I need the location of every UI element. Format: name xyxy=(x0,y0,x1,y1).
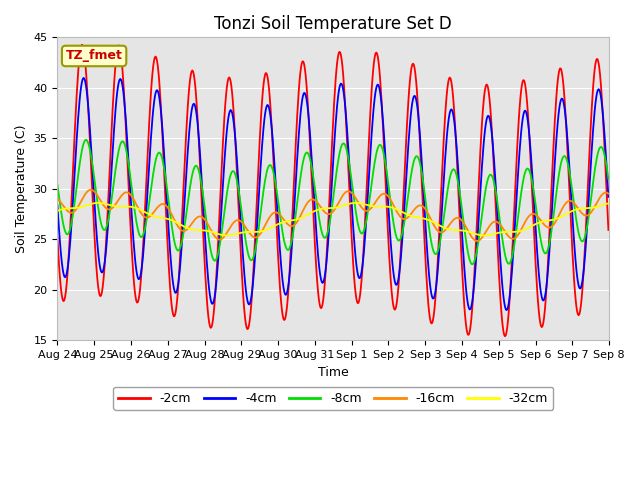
-32cm xyxy=(63,205,71,211)
-2cm xyxy=(121,105,129,110)
-4cm xyxy=(605,194,612,200)
-16cm xyxy=(87,187,95,192)
-16cm xyxy=(401,216,408,222)
Legend: -2cm, -4cm, -8cm, -16cm, -32cm: -2cm, -4cm, -8cm, -16cm, -32cm xyxy=(113,387,553,410)
Line: -8cm: -8cm xyxy=(58,140,609,264)
-32cm xyxy=(54,208,61,214)
-8cm xyxy=(401,218,408,224)
Y-axis label: Soil Temperature (C): Soil Temperature (C) xyxy=(15,125,28,253)
-2cm xyxy=(206,324,214,329)
Title: Tonzi Soil Temperature Set D: Tonzi Soil Temperature Set D xyxy=(214,15,452,33)
-8cm xyxy=(206,243,214,249)
-2cm xyxy=(417,155,424,160)
-2cm xyxy=(63,273,71,278)
-2cm xyxy=(605,227,612,233)
-16cm xyxy=(63,208,71,214)
Line: -32cm: -32cm xyxy=(58,203,609,236)
-16cm xyxy=(417,203,424,208)
-16cm xyxy=(206,225,214,231)
-8cm xyxy=(54,182,61,188)
-2cm xyxy=(78,42,86,48)
-16cm xyxy=(121,190,129,196)
-8cm xyxy=(82,137,90,143)
-8cm xyxy=(468,261,476,267)
-4cm xyxy=(121,104,129,110)
Line: -2cm: -2cm xyxy=(58,45,609,336)
-32cm xyxy=(177,222,184,228)
-32cm xyxy=(605,201,612,206)
-4cm xyxy=(206,292,214,298)
-32cm xyxy=(417,215,425,221)
-4cm xyxy=(417,143,424,148)
-32cm xyxy=(401,211,409,216)
-2cm xyxy=(501,333,509,339)
-4cm xyxy=(177,255,184,261)
-16cm xyxy=(54,196,61,202)
-4cm xyxy=(54,202,61,208)
-8cm xyxy=(417,164,424,169)
-16cm xyxy=(177,227,184,233)
-32cm xyxy=(223,233,230,239)
-4cm xyxy=(79,75,87,81)
-32cm xyxy=(206,228,214,234)
-16cm xyxy=(605,191,612,196)
Line: -16cm: -16cm xyxy=(58,190,609,241)
-2cm xyxy=(54,235,61,240)
-32cm xyxy=(121,204,129,209)
-8cm xyxy=(63,231,71,237)
-16cm xyxy=(474,238,481,244)
-4cm xyxy=(401,202,408,207)
X-axis label: Time: Time xyxy=(318,366,349,379)
-2cm xyxy=(401,170,408,176)
-8cm xyxy=(605,176,612,182)
-8cm xyxy=(121,142,129,148)
-4cm xyxy=(502,307,510,313)
-32cm xyxy=(94,200,102,206)
-2cm xyxy=(177,240,184,246)
-4cm xyxy=(63,267,71,273)
Text: TZ_fmet: TZ_fmet xyxy=(66,49,122,62)
-8cm xyxy=(177,243,184,249)
Line: -4cm: -4cm xyxy=(58,78,609,310)
